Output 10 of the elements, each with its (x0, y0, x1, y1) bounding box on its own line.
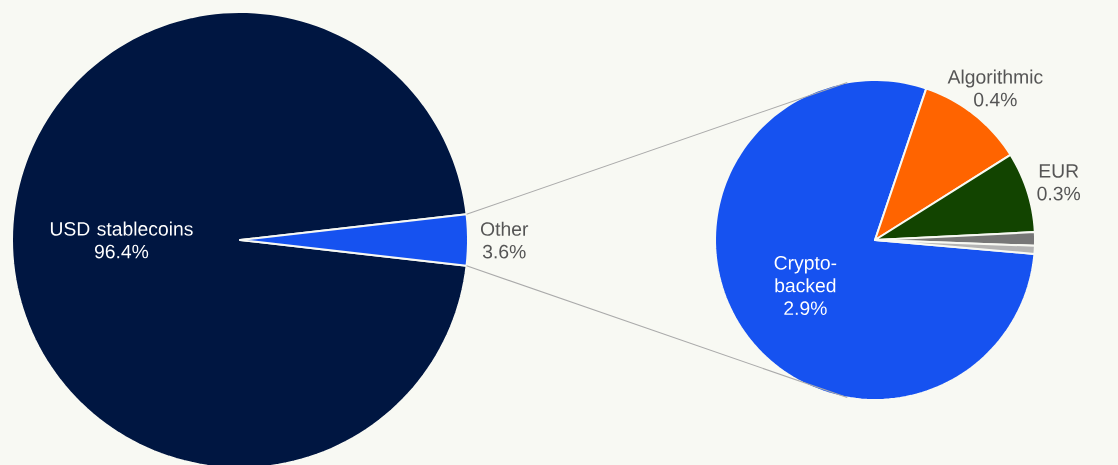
data-label: 0.3% (1037, 186, 1081, 201)
data-label: 2.9% (784, 301, 827, 316)
slice-label: USD stablecoins (50, 221, 193, 236)
data-label: 3.6% (482, 244, 526, 259)
slice-label: Algorithmic (947, 69, 1043, 88)
slice-label: Crypto-backed (774, 255, 837, 293)
slice-label: EUR (1039, 164, 1079, 178)
data-label: 96.4% (94, 244, 149, 259)
data-label: 0.4% (974, 92, 1017, 107)
slice-label: Other (480, 221, 529, 236)
